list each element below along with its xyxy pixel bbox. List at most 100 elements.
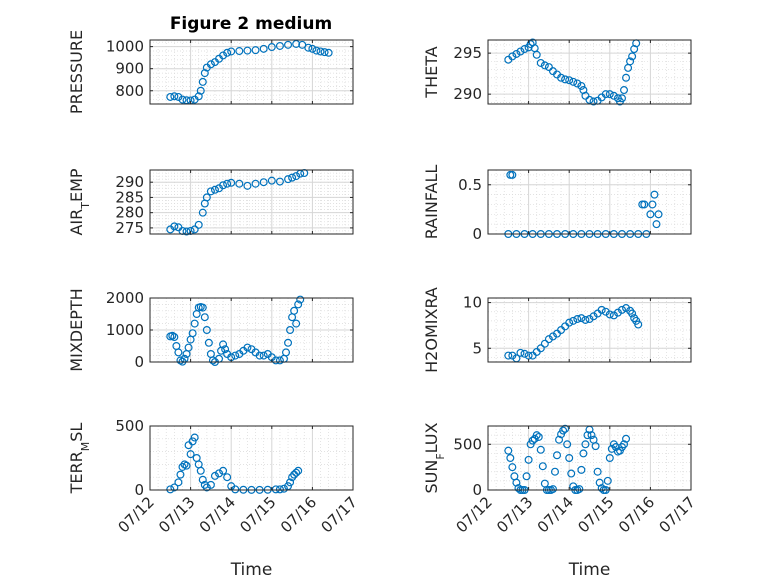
data-point xyxy=(628,52,637,61)
xlabel: Time xyxy=(230,560,273,580)
data-point xyxy=(585,95,594,104)
data-point xyxy=(581,440,590,449)
data-point xyxy=(188,437,197,446)
data-point xyxy=(200,480,209,489)
x-tick-label: 07/16 xyxy=(277,493,320,536)
data-point xyxy=(200,69,209,78)
data-point xyxy=(182,461,191,470)
data-point xyxy=(577,465,586,474)
data-point xyxy=(275,356,284,365)
y-tick-label: 900 xyxy=(115,60,144,78)
x-tick-label: 07/17 xyxy=(656,493,699,536)
data-point xyxy=(170,333,179,342)
ylabel: PRESSURE xyxy=(67,30,86,114)
subplot-terr-msl: 0 500 TERRMSL 07/1207/1307/1407/1507/1607/1… xyxy=(67,417,361,580)
y-tick-label: 0 xyxy=(134,353,144,371)
data-point xyxy=(650,190,659,199)
data-point xyxy=(279,484,288,493)
y-tick-label: 275 xyxy=(115,219,144,237)
data-point xyxy=(652,220,661,229)
y-tick-label: 0.5 xyxy=(458,176,482,194)
data-point xyxy=(259,178,268,187)
data-point xyxy=(251,179,260,188)
data-point xyxy=(296,295,305,304)
data-point xyxy=(561,322,570,331)
xlabel: Time xyxy=(568,560,611,580)
axes-box xyxy=(487,169,692,235)
data-point xyxy=(174,478,183,487)
x-tick-label: 07/12 xyxy=(115,493,158,536)
data-point xyxy=(573,315,582,324)
subplot-h2omixra: 5 10 H2OMIXRA xyxy=(422,287,692,373)
data-point xyxy=(516,47,525,56)
data-point xyxy=(198,303,207,312)
subplot-sun-flux: 0 500 SUNFLUX07/1207/1307/1407/1507/1607/1… xyxy=(422,422,699,580)
data-point xyxy=(259,351,268,360)
data-point xyxy=(516,348,525,357)
data-point xyxy=(286,478,295,487)
data-point xyxy=(210,185,219,194)
data-point xyxy=(577,314,586,323)
data-point xyxy=(174,223,183,232)
data-point xyxy=(528,436,537,445)
subplot-mixdepth: 0 1000 2000 MIXDEPTH xyxy=(67,288,354,372)
data-point xyxy=(290,306,299,315)
data-point xyxy=(267,176,276,185)
data-point xyxy=(292,39,301,48)
data-point xyxy=(219,340,228,349)
data-point xyxy=(206,187,215,196)
data-point xyxy=(243,343,252,352)
data-point xyxy=(522,472,531,481)
data-point xyxy=(219,181,228,190)
data-point xyxy=(512,49,521,58)
y-tick-label: 0 xyxy=(134,481,144,499)
data-point xyxy=(544,335,553,344)
data-point xyxy=(198,208,207,217)
data-point xyxy=(538,462,547,471)
data-point xyxy=(174,348,183,357)
data-point xyxy=(544,63,553,72)
data-point xyxy=(569,77,578,86)
data-point xyxy=(284,175,293,184)
data-point xyxy=(215,469,224,478)
axes-box xyxy=(487,39,692,105)
data-point xyxy=(196,466,205,475)
y-tick-label: 10 xyxy=(463,294,482,312)
data-point xyxy=(223,179,232,188)
data-point xyxy=(508,351,517,360)
subplot-theta: 290 295 THETA xyxy=(422,38,692,106)
x-tick-label: 07/15 xyxy=(574,493,617,536)
data-point xyxy=(312,46,321,55)
data-point xyxy=(198,475,207,484)
data-point xyxy=(504,446,513,455)
data-point xyxy=(620,86,629,95)
axes-box xyxy=(487,425,692,491)
y-tick-label: 0 xyxy=(472,225,482,243)
subplot-pressure: 800 900 1000 PRESSURE xyxy=(67,30,354,114)
data-point xyxy=(223,473,232,482)
data-point xyxy=(194,92,203,101)
data-point xyxy=(536,445,545,454)
data-point xyxy=(166,92,175,101)
ylabel: SUNFLUX xyxy=(422,422,447,493)
data-point xyxy=(294,466,303,475)
y-tick-label: 2000 xyxy=(106,289,144,307)
data-point xyxy=(540,339,549,348)
data-point xyxy=(292,172,301,181)
data-point xyxy=(528,351,537,360)
data-point xyxy=(587,431,596,440)
data-point xyxy=(288,473,297,482)
subplot-rainfall: 0 0.5 RAINFALL xyxy=(422,165,692,243)
x-tick-label: 07/17 xyxy=(318,493,361,536)
ylabel: TERRMSL xyxy=(67,423,92,495)
figure-title: Figure 2 medium xyxy=(170,14,332,34)
ylabel: MIXDEPTH xyxy=(67,288,86,371)
y-tick-label: 5 xyxy=(472,339,482,357)
y-tick-label: 0 xyxy=(472,481,482,499)
data-point xyxy=(508,463,517,472)
data-point xyxy=(221,345,230,354)
data-point xyxy=(166,485,175,494)
data-point xyxy=(512,478,521,487)
data-point xyxy=(202,483,211,492)
